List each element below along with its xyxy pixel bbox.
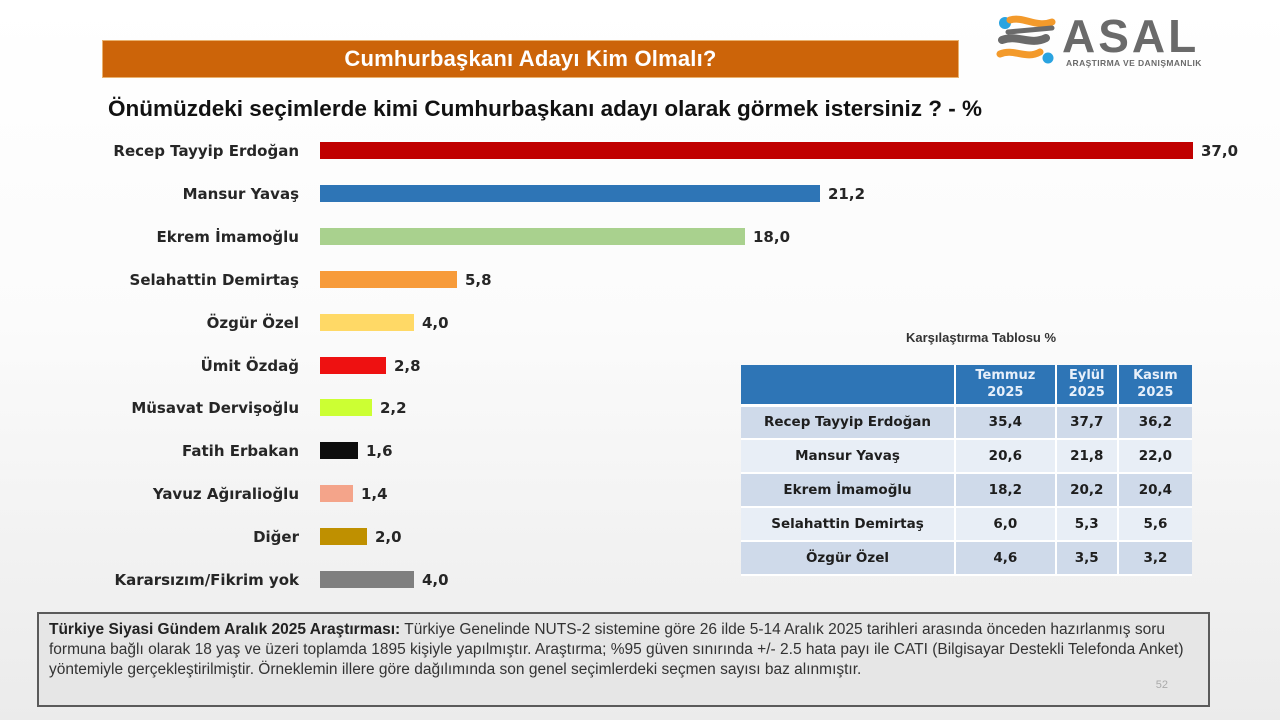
table-cell: 22,0 (1117, 439, 1192, 474)
bar-row: Selahattin Demirtaş 5,8 (0, 269, 1280, 291)
table-cell: 21,8 (1055, 439, 1119, 474)
title-banner: Cumhurbaşkanı Adayı Kim Olmalı? (102, 40, 959, 78)
bar-label: Özgür Özel (206, 313, 299, 332)
methodology-lead: Türkiye Siyasi Gündem Aralık 2025 Araştı… (49, 621, 401, 638)
question-subtitle: Önümüzdeki seçimlerde kimi Cumhurbaşkanı… (108, 96, 983, 121)
bar-label: Kararsızım/Fikrim yok (114, 571, 299, 589)
bar (320, 528, 367, 546)
bar-label: Fatih Erbakan (182, 442, 299, 461)
bar (320, 184, 820, 202)
bar-chart: Recep Tayyip Erdoğan 37,0 Mansur Yavaş 21,2… (0, 140, 1280, 591)
table-cell: 37,7 (1055, 405, 1119, 440)
logo-tagline: ARAŞTIRMA VE DANIŞMANLIK (1066, 58, 1202, 68)
bar-row: Fatih Erbakan 1,6 (0, 440, 1280, 462)
table-cell: 3,2 (1117, 541, 1192, 576)
bar-label: Yavuz Ağıralioğlu (152, 485, 299, 504)
table-row: Mansur Yavaş 20,6 21,8 22,0 (741, 439, 1192, 474)
table-header-temmuz: Temmuz 2025 (955, 365, 1057, 407)
comparison-table-title: Karşılaştırma Tablosu % (906, 330, 1057, 345)
bar-value-label: 21,2 (828, 184, 866, 203)
bar-row: Recep Tayyip Erdoğan 37,0 (0, 140, 1280, 162)
bar-label: Müsavat Dervişoğlu (131, 399, 299, 418)
table-cell-name: Selahattin Demirtaş (741, 507, 956, 542)
bar-value-label: 2,0 (375, 528, 402, 547)
table-cell: 6,0 (955, 507, 1057, 542)
bar (320, 571, 414, 588)
table-cell: 5,3 (1055, 507, 1119, 542)
table-cell: 35,4 (955, 405, 1057, 440)
table-cell: 20,2 (1055, 473, 1119, 508)
bar-row: Yavuz Ağıralioğlu 1,4 (0, 483, 1280, 505)
table-row: Özgür Özel 4,6 3,5 3,2 (741, 541, 1192, 576)
asal-logo: ASAL ARAŞTIRMA VE DANIŞMANLIK (996, 10, 1226, 70)
table-cell-name: Mansur Yavaş (741, 439, 956, 474)
bar-value-label: 1,6 (366, 442, 393, 461)
bar-value-label: 2,8 (394, 356, 421, 375)
table-header-blank (741, 365, 956, 407)
bar (320, 227, 745, 245)
table-cell: 20,4 (1117, 473, 1192, 508)
bar-value-label: 37,0 (1201, 142, 1239, 160)
bar-row: Mansur Yavaş 21,2 (0, 183, 1280, 205)
bar (320, 485, 353, 503)
bar (320, 142, 1193, 159)
table-row: Recep Tayyip Erdoğan 35,4 37,7 36,2 (741, 405, 1192, 440)
bar-label: Ümit Özdağ (200, 356, 299, 375)
table-header-row: Temmuz 2025 Eylül 2025 Kasım 2025 (741, 365, 1192, 407)
methodology-note: Türkiye Siyasi Gündem Aralık 2025 Araştı… (37, 612, 1210, 707)
bar (320, 399, 372, 417)
bar-row: Diğer 2,0 (0, 526, 1280, 548)
page-number: 52 (1155, 679, 1168, 691)
table-cell: 5,6 (1117, 507, 1192, 542)
table-row: Ekrem İmamoğlu 18,2 20,2 20,4 (741, 473, 1192, 508)
logo-wordmark: ASAL (1062, 10, 1200, 62)
bar-row: Müsavat Dervişoğlu 2,2 (0, 397, 1280, 419)
table-header-eylul: Eylül 2025 (1055, 365, 1119, 407)
bar-value-label: 5,8 (465, 270, 492, 289)
bar-row: Ümit Özdağ 2,8 (0, 355, 1280, 377)
bar-label: Mansur Yavaş (182, 184, 299, 203)
bar-row: Kararsızım/Fikrim yok 4,0 (0, 569, 1280, 591)
table-cell-name: Recep Tayyip Erdoğan (741, 405, 956, 440)
table-cell: 36,2 (1117, 405, 1192, 440)
table-cell: 20,6 (955, 439, 1057, 474)
bar-label: Ekrem İmamoğlu (156, 227, 299, 246)
page-title: Cumhurbaşkanı Adayı Kim Olmalı? (344, 46, 717, 71)
bar-value-label: 1,4 (361, 485, 388, 504)
table-row: Selahattin Demirtaş 6,0 5,3 5,6 (741, 507, 1192, 542)
table-cell-name: Özgür Özel (741, 541, 956, 576)
table-cell: 4,6 (955, 541, 1057, 576)
methodology-text: Türkiye Genelinde NUTS-2 sistemine göre … (49, 621, 1184, 678)
asal-logo-mark-icon (996, 15, 1056, 64)
bar-label: Diğer (253, 528, 299, 547)
table-cell: 18,2 (955, 473, 1057, 508)
table-cell-name: Ekrem İmamoğlu (741, 473, 956, 508)
bar (320, 356, 386, 374)
bar (320, 270, 457, 288)
bar-label: Selahattin Demirtaş (129, 270, 299, 289)
bar-value-label: 4,0 (422, 313, 449, 332)
comparison-table: Temmuz 2025 Eylül 2025 Kasım 2025 Recep Tay… (741, 365, 1192, 576)
bar-row: Özgür Özel 4,0 (0, 312, 1280, 334)
bar-value-label: 18,0 (753, 227, 791, 246)
bar-label: Recep Tayyip Erdoğan (113, 142, 299, 160)
bar-value-label: 2,2 (380, 399, 407, 418)
table-header-kasim: Kasım 2025 (1117, 365, 1192, 407)
bar (320, 442, 358, 460)
bar-row: Ekrem İmamoğlu 18,0 (0, 226, 1280, 248)
bar (320, 313, 414, 331)
bar-value-label: 4,0 (422, 571, 449, 589)
table-cell: 3,5 (1055, 541, 1119, 576)
